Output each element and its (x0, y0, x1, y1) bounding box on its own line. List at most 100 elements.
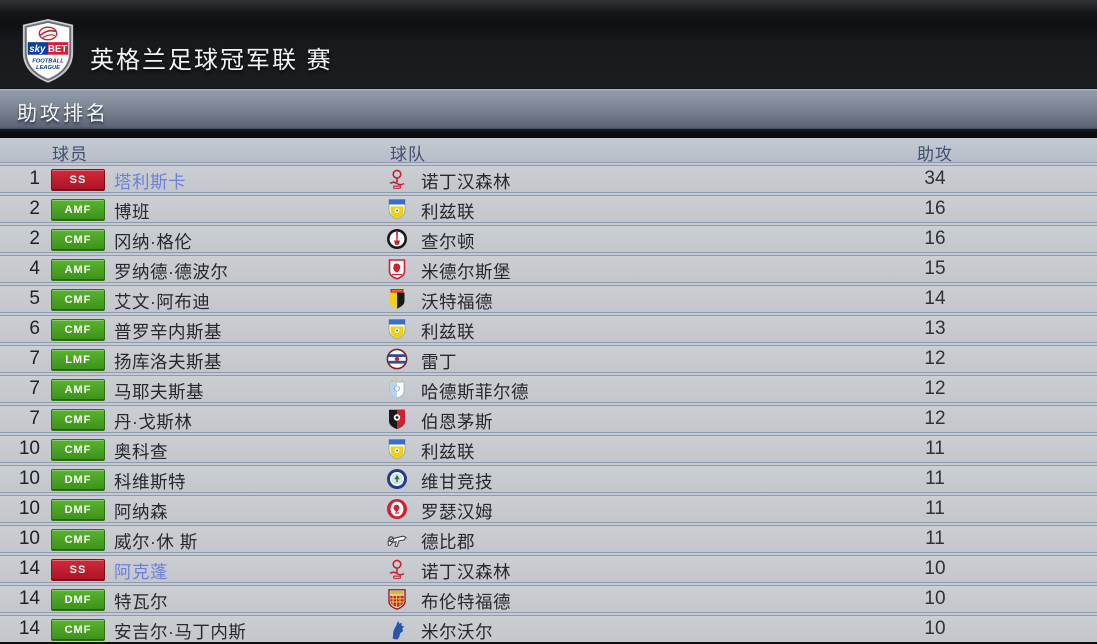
team-name: 米德尔斯堡 (421, 262, 511, 282)
column-header-assists: 助攻 (917, 145, 953, 164)
rank-number: 2 (29, 198, 40, 219)
assists-value: 10 (924, 558, 946, 579)
position-badge: CMF (51, 529, 105, 551)
team-name: 沃特福德 (421, 292, 493, 312)
table-row[interactable]: 7 AMF 马耶夫斯基 哈德斯菲尔德 12 (0, 376, 1097, 402)
assists-ranking-table: 球员 球队 助攻 1 SS 塔利斯卡 诺丁汉森林 34 2 AMF 博班 利兹联… (0, 138, 1097, 642)
bournemouth-crest-icon (386, 408, 408, 430)
position-badge: AMF (51, 199, 105, 221)
table-row[interactable]: 10 CMF 奥科查 利兹联 11 (0, 436, 1097, 462)
assists-value: 12 (924, 348, 946, 369)
rank-number: 7 (29, 348, 40, 369)
rank-number: 10 (18, 528, 40, 549)
divider (0, 129, 1097, 138)
row-separator (0, 162, 1097, 166)
row-separator (0, 192, 1097, 196)
leeds-crest-icon (386, 438, 408, 460)
player-name: 奥科查 (114, 442, 168, 462)
row-separator (0, 402, 1097, 406)
page-title: 助攻排名 (17, 103, 109, 125)
position-badge: CMF (51, 289, 105, 311)
derby-crest-icon (386, 528, 408, 550)
assists-value: 10 (924, 588, 946, 609)
svg-text:FOOTBALL: FOOTBALL (32, 58, 64, 64)
table-row[interactable]: 7 LMF 扬库洛夫斯基 雷丁 12 (0, 346, 1097, 372)
table-row[interactable]: 6 CMF 普罗辛内斯基 利兹联 13 (0, 316, 1097, 342)
row-separator (0, 552, 1097, 556)
rotherham-crest-icon (386, 498, 408, 520)
assists-value: 10 (924, 618, 946, 639)
assists-value: 11 (925, 498, 945, 519)
position-badge: CMF (51, 409, 105, 431)
assists-value: 34 (924, 168, 946, 189)
position-badge: AMF (51, 259, 105, 281)
team-name: 查尔顿 (421, 232, 475, 252)
assists-value: 16 (924, 228, 946, 249)
assists-value: 16 (924, 198, 946, 219)
table-row[interactable]: 10 DMF 科维斯特 维甘竞技 11 (0, 466, 1097, 492)
table-row[interactable]: 2 AMF 博班 利兹联 16 (0, 196, 1097, 222)
assists-value: 11 (925, 528, 945, 549)
row-separator (0, 342, 1097, 346)
player-name: 博班 (114, 202, 150, 222)
assists-value: 14 (924, 288, 946, 309)
player-name: 扬库洛夫斯基 (114, 352, 222, 372)
section-bar: 助攻排名 (0, 89, 1097, 129)
table-row[interactable]: 5 CMF 艾文·阿布迪 沃特福德 14 (0, 286, 1097, 312)
row-separator (0, 522, 1097, 526)
position-badge: AMF (51, 379, 105, 401)
team-name: 雷丁 (421, 352, 457, 372)
row-separator (0, 372, 1097, 376)
charlton-crest-icon (386, 228, 408, 250)
nottingham-forest-crest-icon (386, 168, 408, 190)
table-row[interactable]: 14 DMF 特瓦尔 布伦特福德 10 (0, 586, 1097, 612)
millwall-crest-icon (386, 618, 408, 640)
table-row[interactable]: 14 SS 阿克蓬 诺丁汉森林 10 (0, 556, 1097, 582)
nottingham-forest-crest-icon (386, 558, 408, 580)
svg-text:BET: BET (48, 44, 67, 55)
column-header-team: 球队 (390, 145, 426, 164)
table-row[interactable]: 10 CMF 威尔·休 斯 德比郡 11 (0, 526, 1097, 552)
position-badge: SS (51, 169, 105, 191)
position-badge: DMF (51, 499, 105, 521)
team-name: 哈德斯菲尔德 (421, 382, 529, 402)
row-separator (0, 312, 1097, 316)
table-row[interactable]: 10 DMF 阿纳森 罗瑟汉姆 11 (0, 496, 1097, 522)
team-name: 利兹联 (421, 322, 475, 342)
rank-number: 1 (29, 168, 40, 189)
team-name: 诺丁汉森林 (421, 562, 511, 582)
league-title: 英格兰足球冠军联 赛 (90, 47, 333, 74)
rank-number: 7 (29, 378, 40, 399)
huddersfield-crest-icon (386, 378, 408, 400)
column-header-player: 球员 (52, 145, 88, 164)
table-row[interactable]: 4 AMF 罗纳德·德波尔 米德尔斯堡 15 (0, 256, 1097, 282)
team-name: 布伦特福德 (421, 592, 511, 612)
rank-number: 6 (29, 318, 40, 339)
player-name: 特瓦尔 (114, 592, 168, 612)
team-name: 维甘竞技 (421, 472, 493, 492)
row-separator (0, 492, 1097, 496)
assists-value: 11 (925, 438, 945, 459)
table-row[interactable]: 7 CMF 丹·戈斯林 伯恩茅斯 12 (0, 406, 1097, 432)
table-row[interactable]: 14 CMF 安吉尔·马丁内斯 米尔沃尔 10 (0, 616, 1097, 642)
player-name: 威尔·休 斯 (114, 532, 198, 552)
player-name: 冈纳·格伦 (114, 232, 193, 252)
position-badge: DMF (51, 589, 105, 611)
leeds-crest-icon (386, 318, 408, 340)
player-name: 塔利斯卡 (114, 172, 186, 192)
table-row[interactable]: 2 CMF 冈纳·格伦 查尔顿 16 (0, 226, 1097, 252)
rank-number: 14 (18, 588, 40, 609)
top-header-bar: sky BET FOOTBALL LEAGUE 英格兰足球冠军联 赛 (0, 0, 1097, 89)
position-badge: SS (51, 559, 105, 581)
row-separator (0, 222, 1097, 226)
rank-number: 10 (18, 438, 40, 459)
middlesbrough-crest-icon (386, 258, 408, 280)
player-name: 阿纳森 (114, 502, 168, 522)
row-separator (0, 432, 1097, 436)
table-row[interactable]: 1 SS 塔利斯卡 诺丁汉森林 34 (0, 166, 1097, 192)
player-name: 艾文·阿布迪 (114, 292, 211, 312)
assists-value: 11 (925, 468, 945, 489)
rank-number: 14 (18, 618, 40, 639)
table-body: 1 SS 塔利斯卡 诺丁汉森林 34 2 AMF 博班 利兹联 16 2 CMF… (0, 162, 1097, 642)
table-header-row: 球员 球队 助攻 (0, 138, 1097, 164)
